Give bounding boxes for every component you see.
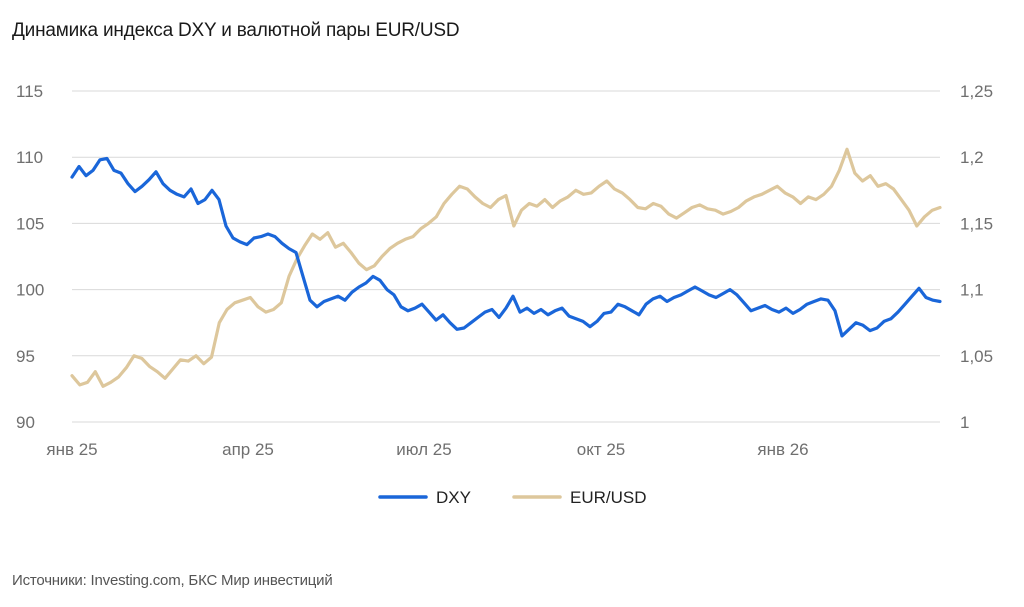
left-tick-label: 90 [16, 413, 35, 432]
right-tick-label: 1,1 [960, 281, 984, 300]
legend-label: EUR/USD [570, 488, 647, 507]
x-tick-label: окт 25 [577, 440, 626, 459]
right-tick-label: 1,2 [960, 148, 984, 167]
x-tick-label: янв 25 [46, 440, 97, 459]
left-tick-label: 110 [16, 148, 43, 167]
x-tick-label: апр 25 [222, 440, 274, 459]
series-line-dxy [70, 156, 942, 338]
legend: DXY EUR/USD [378, 488, 647, 507]
right-tick-label: 1,05 [960, 347, 993, 366]
series-line-eurusd [70, 147, 942, 388]
right-tick-label: 1,25 [960, 82, 993, 101]
left-tick-label: 105 [16, 214, 44, 233]
left-axis-ticks: 90 95 100 105 110 115 [16, 82, 44, 432]
left-tick-label: 100 [16, 281, 44, 300]
x-axis-ticks: янв 25 апр 25 июл 25 окт 25 янв 26 [46, 440, 808, 459]
chart: 90 95 100 105 110 115 1 1,05 1,1 1,15 1,2 1,25 янв… [16, 82, 993, 507]
gridlines [72, 90, 940, 423]
source-note: Источники: Investing.com, БКС Мир инвест… [12, 572, 333, 589]
x-tick-label: июл 25 [396, 440, 451, 459]
legend-label: DXY [436, 488, 471, 507]
x-tick-label: янв 26 [757, 440, 808, 459]
right-tick-label: 1,15 [960, 214, 993, 233]
chart-title: Динамика индекса DXY и валютной пары EUR… [12, 20, 460, 41]
right-axis-ticks: 1 1,05 1,1 1,15 1,2 1,25 [960, 82, 993, 432]
series-lines [70, 147, 942, 388]
left-tick-label: 115 [16, 82, 43, 101]
right-tick-label: 1 [960, 413, 969, 432]
left-tick-label: 95 [16, 347, 35, 366]
